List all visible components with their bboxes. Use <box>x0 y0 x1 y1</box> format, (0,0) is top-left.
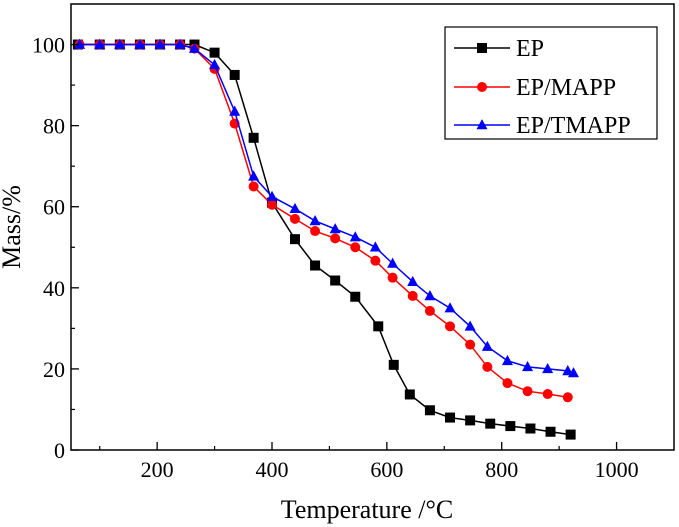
data-point <box>229 105 241 116</box>
data-point <box>505 421 516 432</box>
data-point <box>387 272 398 283</box>
data-point <box>388 359 399 370</box>
y-tick-label: 40 <box>43 276 65 301</box>
data-point <box>545 426 556 437</box>
data-point <box>350 291 361 302</box>
x-tick-label: 200 <box>141 457 174 482</box>
data-point <box>522 386 533 397</box>
data-point <box>424 290 436 301</box>
data-point <box>267 199 277 210</box>
data-point <box>330 233 341 244</box>
data-point <box>404 389 415 400</box>
data-point <box>387 257 399 268</box>
data-point <box>370 255 381 266</box>
data-point <box>424 405 435 416</box>
y-tick-label: 20 <box>43 357 65 382</box>
data-point <box>229 69 240 80</box>
data-point <box>522 360 534 372</box>
data-point <box>154 38 166 49</box>
legend-label: EP/MAPP <box>516 75 616 101</box>
plot-frame <box>70 3 675 451</box>
data-point <box>329 223 341 234</box>
data-point <box>407 275 419 287</box>
data-point <box>542 389 553 400</box>
data-point <box>330 275 341 286</box>
data-point <box>562 392 573 403</box>
data-point <box>289 202 301 214</box>
x-tick-label: 600 <box>370 457 403 482</box>
data-point <box>209 58 221 70</box>
data-point <box>465 339 476 350</box>
ticks-layer: 200 400 600 800 1000 0 20 40 60 80 100 <box>32 33 639 482</box>
data-point <box>465 415 476 426</box>
data-point <box>289 234 300 245</box>
data-point <box>174 38 186 49</box>
legend-label: EP <box>516 36 544 62</box>
series-layer <box>72 38 579 440</box>
legend-item: EP/MAPP <box>454 75 616 101</box>
legend-marker <box>476 119 488 130</box>
data-point <box>74 38 86 49</box>
data-point <box>114 38 126 49</box>
data-point <box>188 42 200 53</box>
data-point <box>424 305 435 316</box>
x-axis-title: Temperature /°C <box>281 495 453 524</box>
legend-item: EP/TMAPP <box>454 113 631 139</box>
y-tick-label: 100 <box>32 33 65 58</box>
data-point <box>248 181 259 192</box>
x-tick-label: 400 <box>256 457 289 482</box>
data-point <box>445 321 456 332</box>
data-point <box>266 190 278 201</box>
data-point <box>407 290 418 301</box>
data-point <box>568 367 579 378</box>
data-point <box>248 170 260 181</box>
y-axis-title: Mass/% <box>0 185 26 269</box>
data-point <box>248 132 259 143</box>
data-point <box>525 423 536 434</box>
data-point <box>349 231 361 242</box>
y-tick-label: 0 <box>54 438 65 463</box>
legend-item: EP <box>454 36 544 62</box>
data-point <box>369 241 381 252</box>
y-tick-label: 60 <box>43 195 65 220</box>
data-point <box>373 321 384 332</box>
data-point <box>94 38 106 49</box>
legend-label: EP/TMAPP <box>516 113 631 139</box>
series-ep-tmapp <box>74 38 579 378</box>
data-point <box>350 242 361 253</box>
y-tick-label: 80 <box>43 114 65 139</box>
legend-marker <box>477 82 487 92</box>
x-tick-label: 800 <box>485 457 518 482</box>
data-point <box>482 361 493 372</box>
data-point <box>445 412 456 423</box>
legend-marker <box>477 43 487 53</box>
data-point <box>309 215 321 226</box>
data-point <box>209 47 220 58</box>
data-point <box>501 354 513 366</box>
data-point <box>289 213 300 224</box>
data-point <box>134 38 146 49</box>
data-point <box>444 302 456 313</box>
data-point <box>485 418 496 429</box>
x-tick-label: 1000 <box>595 457 639 482</box>
data-point <box>464 320 476 331</box>
data-point <box>542 363 554 374</box>
data-point <box>565 429 576 440</box>
data-point <box>481 340 493 351</box>
data-point <box>310 260 321 271</box>
data-point <box>310 226 321 237</box>
data-point <box>502 378 513 389</box>
legend: EP EP/MAPP EP/TMAPP <box>444 26 658 140</box>
